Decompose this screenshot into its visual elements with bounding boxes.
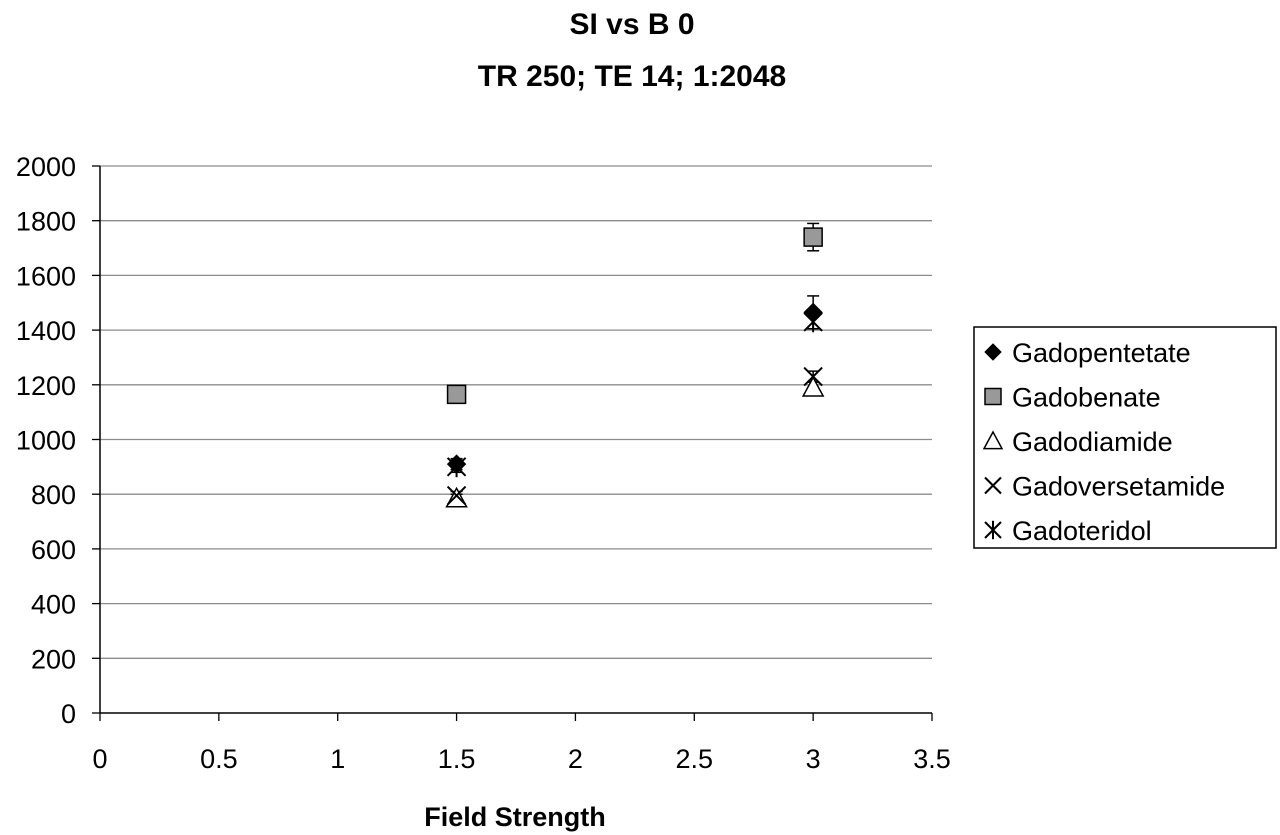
y-tick-label: 1600	[16, 261, 76, 291]
x-tick-label: 1	[330, 744, 345, 774]
y-tick-label: 1200	[16, 371, 76, 401]
grid-lines	[100, 165, 932, 659]
legend-marker-gadoteridol	[984, 520, 1002, 540]
y-tick-label: 2000	[16, 152, 76, 182]
y-tick-labels: 0 200 400 600 800 1000 1200 1400 1600 1800 2000	[16, 152, 76, 729]
y-tick-label: 1000	[16, 426, 76, 456]
y-tick-label: 400	[31, 590, 76, 620]
data-point-gadodiamide	[445, 486, 468, 508]
x-tick-label: 0	[92, 744, 107, 774]
legend-marker-gadoversetamide	[984, 476, 1002, 495]
data-point-gadoversetamide	[803, 366, 823, 387]
y-tick-label: 600	[31, 535, 76, 565]
x-tick-label: 1.5	[438, 744, 476, 774]
x-tick-label: 0.5	[200, 744, 238, 774]
data-point-gadoteridol	[803, 311, 823, 333]
legend-label: Gadoteridol	[1012, 516, 1152, 546]
data-point-gadobenate	[446, 384, 467, 405]
legend-label: Gadoversetamide	[1012, 472, 1225, 502]
data-points	[445, 227, 825, 508]
legend-box	[973, 326, 1277, 549]
legend-item: Gadopentetate	[984, 338, 1191, 368]
y-tick-label: 800	[31, 480, 76, 510]
x-axis-title: Field Strength	[424, 802, 606, 832]
chart-subtitle: TR 250; TE 14; 1:2048	[478, 60, 786, 93]
legend-item: Gadoteridol	[984, 516, 1152, 546]
y-tick-label: 200	[31, 644, 76, 674]
error-bars	[450, 222, 820, 504]
data-point-gadoteridol	[446, 456, 467, 478]
legend-item: Gadoversetamide	[984, 472, 1225, 502]
legend-item: Gadodiamide	[982, 427, 1173, 457]
x-tick-label: 3	[806, 744, 821, 774]
legend-marker-gadopentetate	[984, 343, 1002, 361]
y-tick-label: 1800	[16, 207, 76, 237]
legend-label: Gadobenate	[1012, 383, 1161, 413]
data-point-gadobenate	[803, 227, 823, 247]
y-tick-label: 0	[61, 699, 76, 729]
legend: Gadopentetate Gadobenate Gadodiamide Gadove…	[973, 326, 1277, 549]
x-tick-labels: 0 0.5 1 1.5 2 2.5 3 3.5	[92, 744, 950, 774]
axes	[92, 165, 933, 721]
x-tick-label: 3.5	[913, 744, 951, 774]
data-point-gadoversetamide	[446, 485, 467, 506]
legend-marker-gadobenate	[984, 387, 1002, 406]
data-point-gadodiamide	[801, 375, 825, 397]
legend-item: Gadobenate	[984, 383, 1161, 413]
legend-label: Gadodiamide	[1012, 427, 1173, 457]
x-tick-label: 2.5	[676, 744, 714, 774]
y-tick-label: 1400	[16, 316, 76, 346]
legend-marker-gadodiamide	[982, 430, 1004, 450]
x-tick-label: 2	[568, 744, 583, 774]
legend-label: Gadopentetate	[1012, 338, 1191, 368]
chart-title: SI vs B 0	[569, 8, 694, 41]
